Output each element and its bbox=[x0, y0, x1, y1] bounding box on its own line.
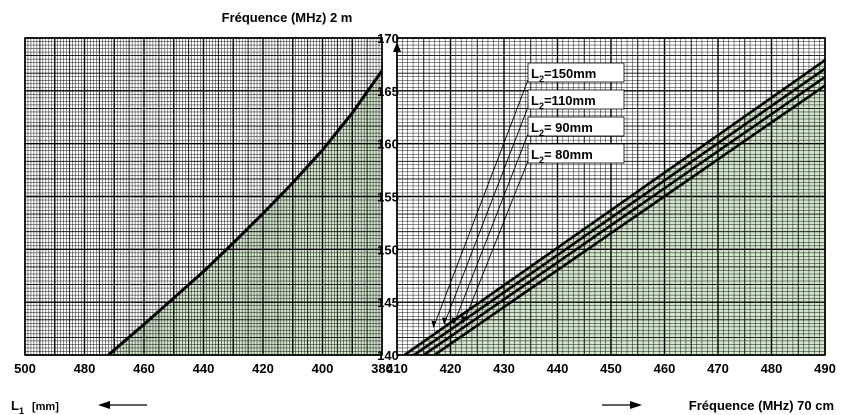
legend-label-bg bbox=[527, 143, 625, 164]
series-line-2 bbox=[423, 76, 825, 355]
legend-label-bg bbox=[527, 62, 625, 83]
legend-leader-arrow-icon bbox=[451, 317, 457, 325]
y-tick-label: 145 bbox=[377, 295, 399, 310]
left-x-axis-title: L1 [mm] bbox=[11, 398, 59, 415]
x-tick-label: 380 bbox=[371, 361, 393, 376]
plot-border bbox=[24, 37, 383, 356]
legend-label-text: L2= 80mm bbox=[531, 147, 593, 165]
x-tick-label: 420 bbox=[252, 361, 274, 376]
series-line-1 bbox=[413, 67, 825, 355]
x-tick-label: 410 bbox=[386, 361, 408, 376]
legend-label-text: L2=150mm bbox=[531, 66, 596, 84]
y-tick-label: 155 bbox=[377, 190, 399, 205]
y-axis-arrow-icon bbox=[393, 42, 401, 52]
right-panel bbox=[396, 37, 826, 356]
y-tick-label: 160 bbox=[377, 137, 399, 152]
y-tick-label: 165 bbox=[377, 84, 399, 99]
x-tick-label: 430 bbox=[493, 361, 515, 376]
x-tick-label: 470 bbox=[707, 361, 729, 376]
x-tick-label: 440 bbox=[547, 361, 569, 376]
y-tick-label: 140 bbox=[377, 348, 399, 363]
legend-leader-line bbox=[462, 160, 529, 324]
right-arrow-icon bbox=[602, 401, 642, 409]
legend-label-bg bbox=[527, 89, 625, 110]
x-tick-label: 460 bbox=[133, 361, 155, 376]
legend-leader-arrow-icon bbox=[442, 317, 448, 325]
series-line-0 bbox=[107, 69, 382, 355]
series-line-0 bbox=[403, 59, 825, 355]
x-tick-label: 460 bbox=[654, 361, 676, 376]
y-tick-label: 170 bbox=[377, 31, 399, 46]
x-tick-label: 480 bbox=[761, 361, 783, 376]
x-tick-label: 490 bbox=[814, 361, 836, 376]
legend-label-text: L2=110mm bbox=[531, 93, 596, 111]
plot-border bbox=[396, 37, 826, 356]
left-arrow-icon bbox=[98, 401, 147, 409]
x-tick-label: 500 bbox=[14, 361, 36, 376]
panel-title: Fréquence (MHz) 2 m bbox=[222, 10, 353, 25]
legend-leader-line bbox=[432, 79, 529, 328]
legend-leader-line bbox=[453, 133, 529, 325]
legend-label-bg bbox=[527, 116, 625, 137]
x-tick-label: 440 bbox=[193, 361, 215, 376]
legend-leader-arrow-icon bbox=[461, 316, 467, 324]
x-tick-label: 420 bbox=[440, 361, 462, 376]
series-line-3 bbox=[433, 84, 825, 355]
left-panel bbox=[24, 37, 383, 356]
x-tick-label: 400 bbox=[312, 361, 334, 376]
right-x-axis-title: Fréquence (MHz) 70 cm bbox=[689, 398, 834, 413]
l2-legend: L2=150mm L2=110mm L2= 90mm L2= 80mm bbox=[431, 62, 625, 328]
y-tick-label: 150 bbox=[377, 242, 399, 257]
legend-leader-arrow-icon bbox=[431, 320, 437, 328]
x-tick-label: 480 bbox=[74, 361, 96, 376]
legend-label-text: L2= 90mm bbox=[531, 120, 593, 138]
legend-leader-line bbox=[443, 106, 529, 325]
x-tick-label: 450 bbox=[600, 361, 622, 376]
